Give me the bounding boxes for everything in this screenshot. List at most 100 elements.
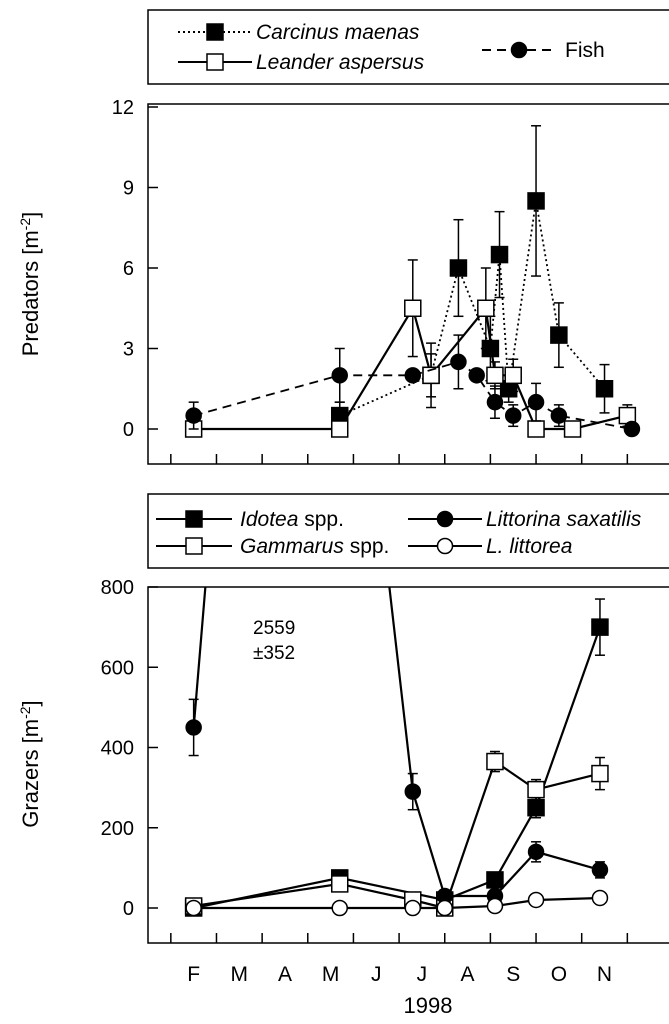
grazers-point-l-littorea	[331, 899, 348, 917]
grazers-point-l-littorea	[527, 891, 545, 909]
predators-point-leander-aspersus	[404, 299, 422, 317]
predators-ytick-label: 6	[123, 258, 134, 280]
grazers-ytick-label: 600	[101, 657, 134, 679]
predators-point-fish	[404, 367, 422, 384]
predators-point-fish	[486, 393, 504, 411]
grazers-ylabel-sup: -2	[17, 706, 33, 719]
predators-ytick-label: 3	[123, 339, 134, 361]
predators-point-carcinus-maenas	[595, 380, 614, 398]
legend-entry: Gammarus spp.	[156, 535, 389, 558]
grazers-point-l-littorea	[486, 897, 504, 915]
predators-point-leander-aspersus	[422, 366, 440, 385]
grazers-point-l-littorea	[436, 899, 453, 917]
grazers-point-gammarus-spp	[527, 780, 545, 799]
grazers-ylabel: Grazers [m-2]	[17, 700, 43, 827]
grazers-ytick-label: 400	[101, 738, 134, 760]
legend-label: Idotea spp.	[240, 508, 344, 531]
grazers-xtick-label: M	[231, 963, 249, 986]
grazers-point-idotea-spp	[591, 618, 609, 636]
predators-ytick-label: 0	[123, 419, 134, 441]
grazers-point-gammarus-spp	[591, 764, 609, 783]
predators-point-fish	[623, 420, 641, 438]
legend-marker	[185, 537, 203, 555]
predators-ytick-label: 12	[112, 97, 134, 119]
predators-line-carcinus-maenas	[339, 200, 606, 417]
grazers-annotation-line2: ±352	[253, 643, 295, 664]
predators-panel: Carcinus maenas Leander aspersus Fish 0 3 6 9…	[17, 9, 669, 465]
legend-entry: Leander aspersus	[178, 51, 425, 74]
legend-entry: Idotea spp.	[156, 508, 344, 531]
grazers-legend: Idotea spp. Gammarus spp. Littorina saxati…	[156, 508, 642, 558]
predators-point-carcinus-maenas	[527, 192, 545, 210]
legend-label: Fish	[565, 39, 605, 62]
predators-legend-box	[147, 9, 669, 85]
predators-point-fish	[331, 367, 348, 384]
predators-plot-frame	[147, 103, 669, 465]
grazers-xtick-label: F	[187, 963, 200, 986]
legend-marker	[510, 41, 528, 59]
grazers-xlabel: 1998	[404, 993, 453, 1018]
grazers-point-littorina-saxatilis	[404, 783, 422, 800]
grazers-line-idotea-spp	[193, 626, 602, 910]
predators-ylabel: Predators [m-2]	[17, 212, 43, 357]
predators-point-fish	[527, 393, 545, 411]
legend-marker	[206, 23, 224, 41]
predators-series-carcinus-maenas	[330, 125, 614, 430]
grazers-xtick-label: A	[461, 963, 475, 986]
grazers-xtick-label: S	[506, 963, 520, 986]
grazers-point-l-littorea	[591, 889, 609, 907]
predators-legend: Carcinus maenas Leander aspersus Fish	[178, 21, 605, 74]
predators-point-fish	[468, 367, 485, 384]
predators-ytick-label: 9	[123, 178, 134, 200]
legend-marker	[206, 53, 224, 71]
grazers-point-gammarus-spp	[486, 752, 504, 771]
grazers-panel: Idotea spp. Gammarus spp. Littorina saxati…	[17, 493, 669, 1018]
legend-label: Carcinus maenas	[256, 21, 420, 44]
legend-marker	[436, 510, 454, 528]
grazers-xtick-label: M	[322, 963, 340, 986]
predators-line-fish	[193, 360, 633, 430]
grazers-legend-box	[147, 493, 669, 569]
grazers-ylabel-main: Grazers [m	[18, 719, 43, 828]
grazers-point-idotea-spp	[486, 871, 504, 889]
grazers-xtick-label: J	[417, 963, 428, 986]
legend-entry: L. littorea	[408, 535, 572, 558]
grazers-ytick-label: 0	[123, 898, 134, 920]
grazers-point-littorina-saxatilis	[185, 719, 202, 736]
predators-point-fish	[550, 407, 568, 424]
predators-point-carcinus-maenas	[490, 245, 509, 264]
grazers-ylabel-end: ]	[18, 700, 43, 706]
predators-ylabel-main: Predators [m	[18, 230, 43, 356]
grazers-point-gammarus-spp	[330, 875, 349, 893]
legend-label: L. littorea	[486, 535, 572, 558]
predators-point-fish	[450, 353, 467, 371]
grazers-series-littorina-saxatilis	[185, 587, 609, 905]
predators-point-fish	[504, 407, 522, 424]
grazers-xtick-label: N	[597, 963, 612, 986]
grazers-ytick-label: 800	[101, 577, 134, 599]
grazers-plot-frame	[147, 586, 669, 944]
grazers-xtick-label: A	[278, 963, 292, 986]
legend-entry: Carcinus maenas	[178, 21, 420, 44]
legend-marker	[185, 510, 203, 528]
grazers-series-l-littorea	[185, 889, 609, 917]
predators-series-fish	[185, 334, 641, 438]
grazers-point-l-littorea	[185, 899, 202, 917]
predators-point-leander-aspersus	[563, 420, 582, 438]
predators-point-leander-aspersus	[477, 299, 495, 317]
legend-marker	[436, 537, 454, 555]
grazers-series-gammarus-spp	[184, 750, 609, 917]
legend-label: Leander aspersus	[256, 51, 425, 74]
predators-point-carcinus-maenas	[550, 326, 568, 344]
predators-line-leander-aspersus	[193, 305, 628, 431]
legend-entry: Littorina saxatilis	[408, 508, 642, 531]
legend-label: Gammarus spp.	[240, 535, 389, 558]
grazers-xtick-label: O	[551, 963, 567, 986]
grazers-point-l-littorea	[404, 899, 422, 917]
grazers-line-littorina-saxatilis	[192, 587, 601, 898]
predators-point-leander-aspersus	[504, 366, 522, 385]
predators-point-leander-aspersus	[330, 420, 349, 438]
grazers-ytick-label: 200	[101, 818, 134, 840]
predators-ylabel-sup: -2	[17, 218, 33, 231]
